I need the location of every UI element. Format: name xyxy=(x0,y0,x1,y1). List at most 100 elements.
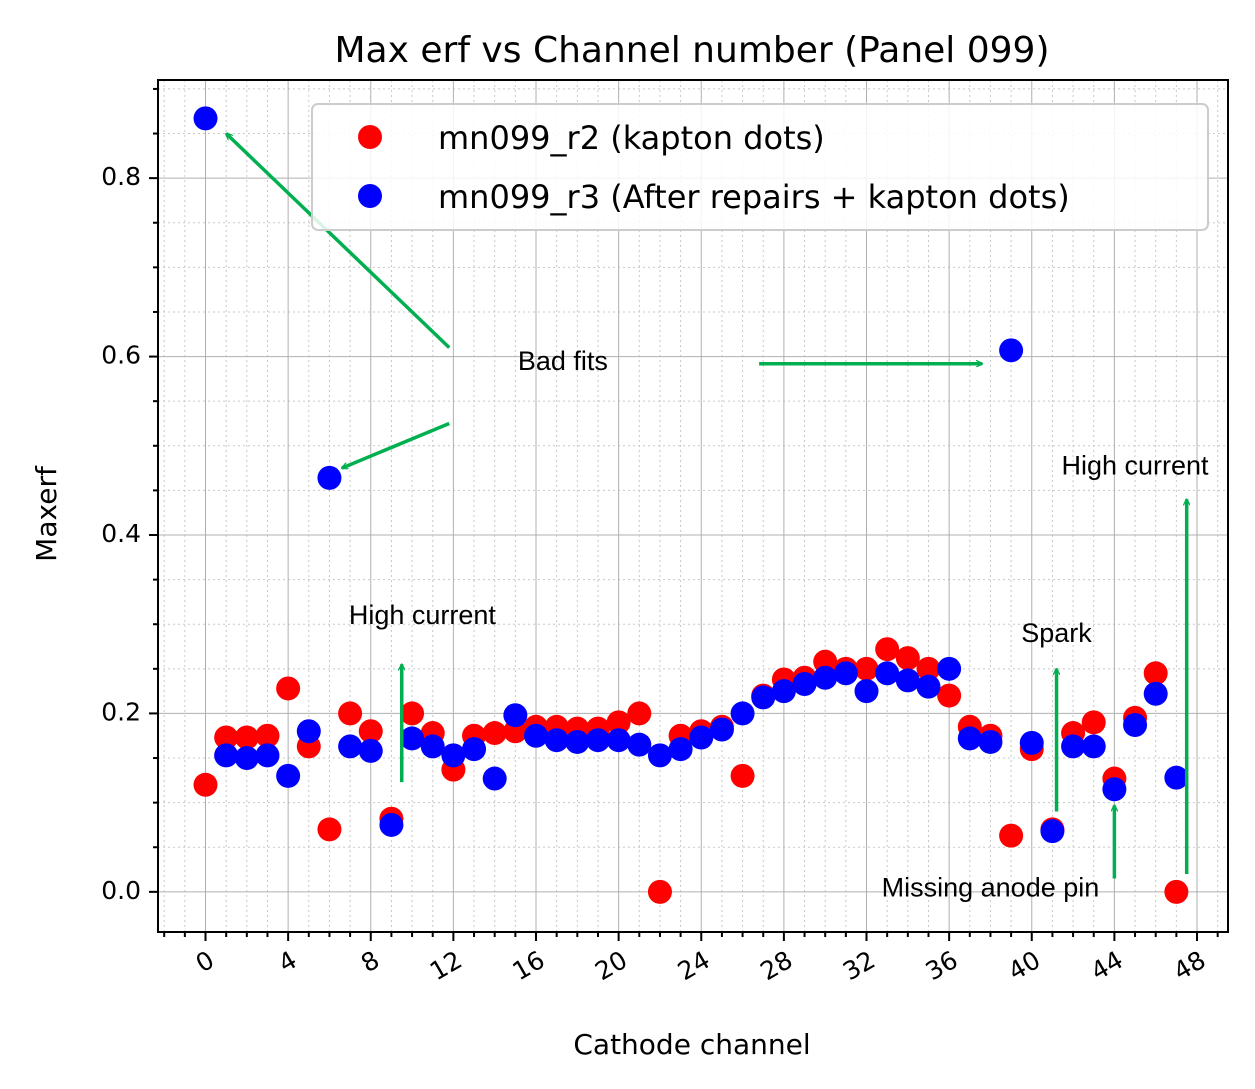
data-point-r2 xyxy=(358,719,383,744)
data-point-r3 xyxy=(482,766,507,791)
legend-marker-r3 xyxy=(358,184,382,208)
data-point-r3 xyxy=(296,719,321,744)
data-point-r2 xyxy=(937,683,962,708)
data-point-r3 xyxy=(978,729,1003,754)
data-point-r3 xyxy=(668,737,693,762)
x-tick-label: 12 xyxy=(425,945,467,986)
data-point-r3 xyxy=(214,743,239,768)
data-point-r2 xyxy=(255,723,280,748)
data-point-r2 xyxy=(482,721,507,746)
data-point-r2 xyxy=(730,763,755,788)
data-point-r3 xyxy=(317,465,342,490)
data-point-r3 xyxy=(358,738,383,763)
y-tick-label: 0.6 xyxy=(101,341,141,370)
data-point-r2 xyxy=(895,646,920,671)
data-point-r3 xyxy=(400,726,425,751)
annotations: Bad fits High current Spark High current Mis… xyxy=(226,134,1210,902)
data-point-r2 xyxy=(1081,710,1106,735)
data-point-r2 xyxy=(276,676,301,701)
data-point-r2 xyxy=(214,725,239,750)
x-tick-label: 40 xyxy=(1003,945,1045,986)
x-tick-label: 28 xyxy=(755,945,797,986)
data-point-r3 xyxy=(916,674,941,699)
data-point-r3 xyxy=(1061,734,1086,759)
annotation-label: Bad fits xyxy=(518,346,608,376)
data-point-r3 xyxy=(1019,730,1044,755)
data-point-r2 xyxy=(338,701,363,726)
data-point-r2 xyxy=(916,656,941,681)
data-point-r2 xyxy=(647,879,672,904)
data-point-r2 xyxy=(875,637,900,662)
annotation-label: High current xyxy=(349,600,497,630)
data-point-r3 xyxy=(462,737,487,762)
annotation-label: Spark xyxy=(1021,618,1092,648)
data-point-r3 xyxy=(255,743,280,768)
data-point-r3 xyxy=(234,746,259,771)
y-axis-label: Maxerf xyxy=(30,465,63,562)
data-point-r2 xyxy=(400,701,425,726)
legend-marker-r2 xyxy=(358,125,382,149)
y-tick-label: 0.4 xyxy=(101,519,141,548)
data-point-r3 xyxy=(544,728,569,753)
data-point-r3 xyxy=(792,671,817,696)
data-point-r3 xyxy=(585,728,610,753)
data-points xyxy=(193,106,1189,904)
data-point-r3 xyxy=(1143,681,1168,706)
data-point-r3 xyxy=(503,703,528,728)
data-point-r3 xyxy=(420,734,445,759)
x-tick-label: 20 xyxy=(590,945,632,986)
data-point-r3 xyxy=(771,679,796,704)
x-axis: 0 4 8 12 16 20 24 28 32 36 40 44 48 xyxy=(163,932,1219,986)
data-point-r3 xyxy=(730,701,755,726)
annotation-label: Missing anode pin xyxy=(882,872,1100,902)
x-axis-label: Cathode channel xyxy=(573,1028,810,1061)
data-point-r3 xyxy=(1040,819,1065,844)
data-point-r3 xyxy=(957,726,982,751)
data-point-r3 xyxy=(689,725,714,750)
data-point-r2 xyxy=(1143,661,1168,686)
data-point-r3 xyxy=(606,728,631,753)
chart-title: Max erf vs Channel number (Panel 099) xyxy=(335,30,1050,71)
data-point-r3 xyxy=(751,685,776,710)
data-point-r3 xyxy=(276,763,301,788)
data-point-r3 xyxy=(193,106,218,131)
data-point-r2 xyxy=(1164,879,1189,904)
data-point-r2 xyxy=(627,701,652,726)
data-point-r3 xyxy=(999,338,1024,363)
y-tick-label: 0.2 xyxy=(101,697,141,726)
legend-label-r2: mn099_r2 (kapton dots) xyxy=(438,119,825,157)
data-point-r3 xyxy=(441,743,466,768)
data-point-r3 xyxy=(833,661,858,686)
data-point-r2 xyxy=(193,772,218,797)
data-point-r3 xyxy=(1081,734,1106,759)
data-point-r3 xyxy=(565,729,590,754)
data-point-r2 xyxy=(234,725,259,750)
annotation-label: High current xyxy=(1062,450,1210,480)
data-point-r3 xyxy=(813,665,838,690)
legend-box xyxy=(311,103,1209,231)
data-point-r3 xyxy=(524,723,549,748)
data-point-r2 xyxy=(317,817,342,842)
data-point-r2 xyxy=(606,710,631,735)
x-tick-label: 48 xyxy=(1168,945,1210,986)
x-tick-label: 16 xyxy=(507,945,549,986)
legend: mn099_r2 (kapton dots) mn099_r3 (After r… xyxy=(311,103,1209,231)
x-tick-label: 32 xyxy=(838,945,880,986)
x-tick-label: 8 xyxy=(356,945,384,978)
x-tick-label: 4 xyxy=(273,945,301,978)
data-point-r3 xyxy=(647,743,672,768)
x-tick-label: 44 xyxy=(1086,945,1128,986)
data-point-r3 xyxy=(1123,713,1148,738)
annotation-arrow xyxy=(226,134,451,349)
data-point-r3 xyxy=(875,661,900,686)
plot-frame xyxy=(157,79,1229,933)
data-point-r3 xyxy=(854,679,879,704)
data-point-r3 xyxy=(895,668,920,693)
data-point-r3 xyxy=(709,717,734,742)
data-point-r3 xyxy=(627,732,652,757)
legend-label-r3: mn099_r3 (After repairs + kapton dots) xyxy=(438,178,1070,216)
y-tick-label: 0.8 xyxy=(101,162,141,191)
data-point-r2 xyxy=(854,656,879,681)
data-point-r3 xyxy=(1164,765,1189,790)
